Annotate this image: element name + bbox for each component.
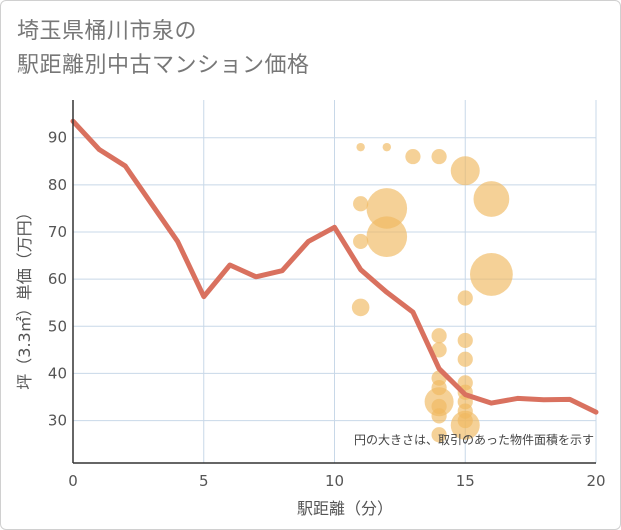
bubble-point — [431, 427, 447, 443]
y-tick-label: 60 — [48, 270, 67, 288]
bubble-point — [431, 148, 447, 165]
bubble-point — [431, 342, 447, 358]
y-axis-label: 坪（3.3㎡）単価（万円） — [15, 204, 34, 389]
bubble-point — [382, 142, 391, 152]
bubble-point — [356, 142, 365, 152]
chart-title: 埼玉県桶川市泉の 駅距離別中古マンション価格 — [17, 15, 310, 83]
x-axis-label: 駅距離（分） — [297, 499, 393, 518]
grid-lines — [73, 100, 597, 463]
x-tick-label: 5 — [199, 472, 209, 490]
bubble-point — [431, 328, 447, 344]
bubble-point — [366, 188, 408, 229]
bubble-point — [351, 298, 370, 317]
x-tick-label: 15 — [456, 472, 475, 490]
price-line — [70, 118, 599, 415]
chart-title-line-1: 埼玉県桶川市泉の — [17, 19, 198, 44]
bubble-point — [450, 156, 480, 186]
x-tick-label: 20 — [586, 472, 605, 490]
line-layer — [70, 118, 599, 415]
bubble-point — [353, 233, 369, 250]
bubble-point — [366, 216, 408, 258]
y-tick-label: 30 — [48, 412, 67, 430]
y-tick-label: 40 — [48, 364, 67, 382]
bubble-point — [450, 410, 480, 440]
bubble-point — [405, 148, 421, 165]
size-annotation: 円の大きさは、取引のあった物件面積を示す — [354, 432, 594, 447]
tick-labels: 0 5 10 15 20 30 40 50 60 70 80 90 — [48, 129, 606, 490]
x-tick-label: 10 — [325, 472, 344, 490]
y-tick-label: 90 — [48, 129, 67, 147]
bubble-point — [353, 196, 369, 212]
y-tick-label: 70 — [48, 223, 67, 241]
bubble-point — [457, 290, 473, 306]
bubble-point — [470, 253, 513, 296]
x-tick-label: 0 — [68, 472, 78, 490]
bubble-point — [457, 332, 473, 349]
bubble-layer — [351, 142, 513, 443]
y-tick-label: 50 — [48, 317, 67, 335]
bubble-point — [473, 181, 510, 217]
bubble-point — [431, 408, 447, 424]
axes — [72, 100, 596, 464]
y-tick-label: 80 — [48, 176, 67, 194]
bubble-point — [457, 351, 473, 367]
chart-title-line-2: 駅距離別中古マンション価格 — [17, 53, 310, 78]
